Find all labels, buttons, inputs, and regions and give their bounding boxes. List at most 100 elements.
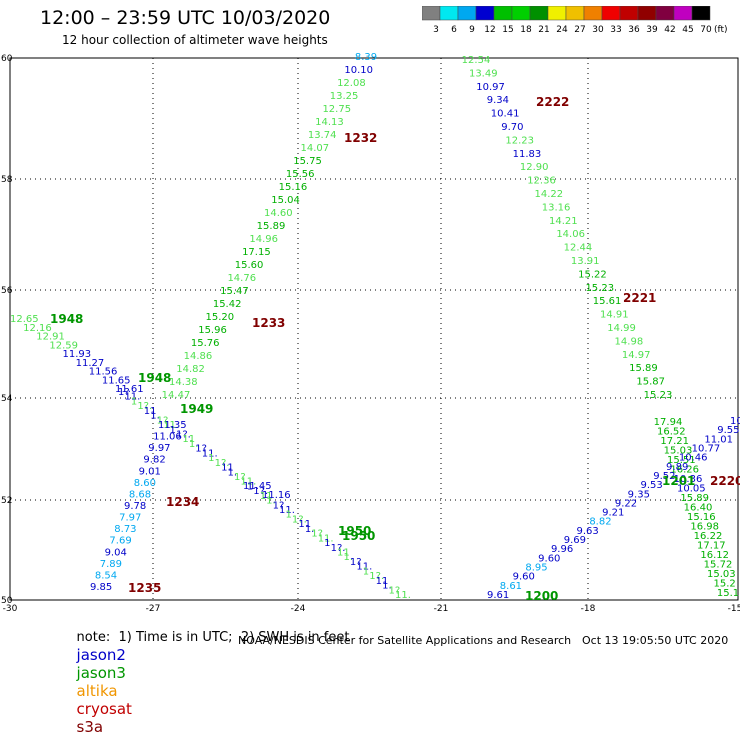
swh-value-dense: 11.: [163, 420, 179, 431]
legend-note: note: 1) Time is in UTC; 2) SWH is in fe…: [76, 630, 350, 645]
swh-value-dense: 1.: [343, 552, 353, 563]
swh-value: 17.17: [697, 541, 726, 552]
swh-value: 9.85: [90, 582, 112, 593]
swh-value: 10.41: [491, 109, 520, 120]
swh-value: 11.45: [243, 481, 272, 492]
swh-value: 9.61: [487, 590, 509, 601]
swh-value: 9.21: [602, 508, 624, 519]
swh-value: 14.21: [549, 216, 578, 227]
lon-label: -18: [581, 604, 596, 614]
page-title: 12:00 – 23:59 UTC 10/03/2020: [40, 7, 331, 29]
swh-value: 16.22: [694, 531, 723, 542]
swh-value: 7.89: [100, 559, 122, 570]
swh-value: 11.35: [158, 420, 187, 431]
swh-value: 14.76: [227, 273, 256, 284]
swh-value: 15.16: [279, 182, 308, 193]
swh-value-dense: 1?.: [253, 486, 268, 497]
swh-value: 14.47: [162, 390, 191, 401]
swh-value: 14.38: [169, 377, 198, 388]
swh-value: 15.89: [257, 221, 286, 232]
swh-value-dense: 1?: [273, 500, 285, 511]
swh-value: 15.20: [206, 312, 235, 323]
swh-value: 9.63: [577, 526, 599, 537]
swh-value: 9.04: [105, 547, 127, 558]
colorbar-swatch: [691, 6, 711, 21]
swh-value: 10.10: [344, 65, 373, 76]
legend-jason3: jason3: [76, 664, 126, 682]
swh-value-dense: 11.: [318, 533, 334, 544]
lon-label: -24: [291, 604, 306, 614]
swh-value: 9.96: [551, 544, 573, 555]
swh-value-dense: 1.: [266, 496, 276, 507]
colorbar-label: 27: [574, 25, 585, 35]
swh-value: 12.23: [505, 135, 534, 146]
swh-value: 12.44: [564, 243, 593, 254]
swh-value-dense: 1: [170, 425, 176, 436]
swh-value: 14.96: [249, 234, 278, 245]
swh-value: 16.98: [690, 522, 719, 533]
pass-time-label: 1201: [662, 474, 695, 488]
swh-value-dense: 1.: [382, 581, 392, 592]
swh-value: 12.54: [462, 55, 491, 66]
swh-value: 9.78: [124, 501, 146, 512]
swh-value-dense: 1?: [157, 415, 169, 426]
swh-value-dense: 1?: [389, 585, 401, 596]
colorbar-unit: (ft): [714, 25, 728, 35]
swh-value: 13.16: [542, 202, 571, 213]
colorbar-label: 70: [700, 25, 712, 35]
swh-value: 17.15: [242, 247, 271, 258]
pass-time-label: 1200: [525, 589, 558, 603]
lat-label: 56: [1, 286, 13, 296]
swh-value-dense: 11: [182, 434, 195, 445]
pass-time-label: 1950: [338, 524, 371, 538]
swh-value-dense: 11.: [395, 590, 411, 601]
colorbar-label: 21: [538, 25, 549, 35]
lat-label: 58: [1, 175, 13, 185]
swh-value: 15.23: [644, 390, 673, 401]
swh-value: 11.27: [76, 358, 105, 369]
swh-value: 9.97: [148, 443, 170, 454]
swh-value: 11.93: [63, 349, 92, 360]
lon-label: -30: [3, 604, 18, 614]
swh-value: 15.03: [707, 569, 736, 580]
pass-time-label: 1235: [128, 581, 161, 595]
swh-value: 14.60: [264, 208, 293, 219]
colorbar-legend: 3 6 9 12 15 18 21 24 27 30 33 36 39 42 45 70 (ft): [422, 6, 728, 35]
swh-value: 9.60: [513, 572, 535, 583]
swh-value: 12.59: [49, 340, 78, 351]
swh-value-dense: 1?.: [331, 543, 346, 554]
swh-value: 13.74: [308, 130, 337, 141]
swh-value: 14.82: [176, 364, 205, 375]
swh-value-dense: 1?: [234, 472, 246, 483]
swh-value-dense: 11.: [202, 448, 218, 459]
swh-value-dense: 11: [144, 406, 157, 417]
swh-value: 17.21: [660, 436, 689, 447]
swh-value: 14.97: [622, 350, 651, 361]
swh-value: 15.16: [687, 512, 716, 523]
pass-time-label: 1233: [252, 316, 285, 330]
pass-time-label: 2222: [536, 95, 569, 109]
swh-value-dense: 1.: [150, 411, 160, 422]
lon-label: -21: [434, 604, 449, 614]
swh-value: 15.96: [198, 325, 227, 336]
swh-value: 13.91: [571, 256, 600, 267]
swh-value-dense: 1?: [195, 444, 207, 455]
swh-value-dense: 1: [285, 510, 291, 521]
swh-value: 15.1: [717, 588, 739, 599]
pass-time-label: 2221: [623, 291, 656, 305]
swh-value: 9.53: [640, 480, 662, 491]
swh-value-dense: 11: [376, 576, 389, 587]
colorbar-label: 15: [502, 25, 513, 35]
swh-value: 15.23: [585, 283, 614, 294]
swh-value: 15.60: [235, 260, 264, 271]
pass-time-label: 1948: [50, 312, 83, 326]
swh-value: 15.89: [680, 493, 709, 504]
swh-value: 10.97: [476, 82, 505, 93]
swh-value-dense: 11: [260, 491, 273, 502]
credit-line: NOAA/NESDIS Center for Satellite Applica…: [238, 634, 572, 647]
pass-time-label: 1232: [344, 131, 377, 145]
colorbar-label: 6: [451, 25, 457, 35]
lat-label: 60: [1, 54, 13, 64]
colorbar-label: 33: [610, 25, 621, 35]
colorbar-label: 36: [628, 25, 640, 35]
